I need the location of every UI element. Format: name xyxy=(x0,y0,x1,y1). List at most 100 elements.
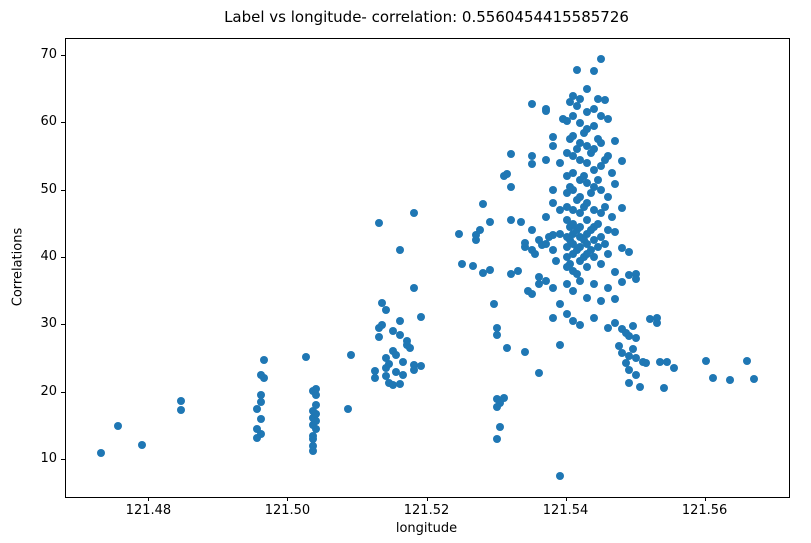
scatter-point xyxy=(409,365,418,374)
y-tick-label: 60 xyxy=(40,114,57,130)
scatter-point xyxy=(618,244,627,253)
scatter-point xyxy=(562,172,571,181)
y-tick-label: 10 xyxy=(40,450,57,466)
scatter-point xyxy=(503,170,512,179)
scatter-point xyxy=(590,236,599,245)
scatter-point xyxy=(632,334,641,343)
scatter-point xyxy=(569,91,578,100)
scatter-point xyxy=(548,133,557,142)
scatter-point xyxy=(312,401,321,410)
scatter-point xyxy=(527,290,536,299)
y-tick-label: 30 xyxy=(40,316,57,332)
x-tick-mark xyxy=(565,497,567,501)
scatter-point xyxy=(388,346,397,355)
scatter-point xyxy=(562,148,571,157)
scatter-point xyxy=(583,239,592,248)
x-tick-label: 121.48 xyxy=(125,503,172,518)
scatter-point xyxy=(312,416,321,425)
scatter-point xyxy=(600,202,609,211)
scatter-point xyxy=(395,330,404,339)
scatter-point xyxy=(548,313,557,322)
scatter-point xyxy=(499,393,508,402)
scatter-point xyxy=(399,371,408,380)
scatter-point xyxy=(531,249,540,258)
scatter-point xyxy=(604,115,613,124)
scatter-point xyxy=(593,175,602,184)
scatter-point xyxy=(569,111,578,120)
scatter-point xyxy=(576,256,585,265)
scatter-point xyxy=(513,266,522,275)
scatter-point xyxy=(308,414,317,423)
scatter-point xyxy=(632,270,641,279)
scatter-point xyxy=(597,209,606,218)
scatter-point xyxy=(395,379,404,388)
scatter-point xyxy=(562,263,571,272)
scatter-point xyxy=(486,266,495,275)
y-tick-label: 50 xyxy=(40,181,57,197)
scatter-point xyxy=(479,268,488,277)
scatter-point xyxy=(493,402,502,411)
scatter-point xyxy=(569,169,578,178)
scatter-point xyxy=(569,185,578,194)
scatter-point xyxy=(347,350,356,359)
scatter-point xyxy=(343,404,352,413)
scatter-point xyxy=(548,230,557,239)
scatter-point xyxy=(597,111,606,120)
x-tick-label: 121.50 xyxy=(264,503,311,518)
scatter-point xyxy=(562,243,571,252)
scatter-point xyxy=(253,424,262,433)
scatter-point xyxy=(590,145,599,154)
scatter-point xyxy=(583,108,592,117)
scatter-point xyxy=(600,155,609,164)
scatter-point xyxy=(527,226,536,235)
scatter-point xyxy=(621,358,630,367)
scatter-point xyxy=(555,229,564,238)
scatter-point xyxy=(572,145,581,154)
scatter-point xyxy=(590,66,599,75)
scatter-point xyxy=(541,107,550,116)
scatter-point xyxy=(381,372,390,381)
scatter-point xyxy=(604,226,613,235)
scatter-point xyxy=(392,367,401,376)
scatter-point xyxy=(583,249,592,258)
scatter-point xyxy=(635,382,644,391)
scatter-point xyxy=(555,340,564,349)
scatter-point xyxy=(506,150,515,159)
scatter-point xyxy=(583,84,592,93)
scatter-point xyxy=(312,391,321,400)
scatter-point xyxy=(371,374,380,383)
scatter-point xyxy=(569,239,578,248)
scatter-point xyxy=(374,218,383,227)
scatter-point xyxy=(583,216,592,225)
y-tick-mark xyxy=(61,391,65,393)
scatter-point xyxy=(725,375,734,384)
scatter-point xyxy=(607,212,616,221)
scatter-point xyxy=(534,236,543,245)
scatter-point xyxy=(618,348,627,357)
scatter-point xyxy=(586,148,595,157)
scatter-point xyxy=(632,371,641,380)
scatter-point xyxy=(555,300,564,309)
x-tick-mark xyxy=(704,497,706,501)
scatter-point xyxy=(486,218,495,227)
scatter-point xyxy=(395,246,404,255)
scatter-point xyxy=(652,318,661,327)
scatter-point xyxy=(583,142,592,151)
y-tick-mark xyxy=(61,256,65,258)
scatter-point xyxy=(625,247,634,256)
scatter-point xyxy=(628,321,637,330)
scatter-point xyxy=(579,128,588,137)
scatter-point xyxy=(114,422,123,431)
scatter-point xyxy=(593,219,602,228)
scatter-point xyxy=(645,315,654,324)
scatter-point xyxy=(381,364,390,373)
scatter-point xyxy=(590,280,599,289)
scatter-point xyxy=(569,317,578,326)
scatter-point xyxy=(493,323,502,332)
x-axis-label: longitude xyxy=(395,521,458,536)
scatter-point xyxy=(409,284,418,293)
scatter-point xyxy=(576,222,585,231)
scatter-point xyxy=(399,357,408,366)
scatter-point xyxy=(555,472,564,481)
